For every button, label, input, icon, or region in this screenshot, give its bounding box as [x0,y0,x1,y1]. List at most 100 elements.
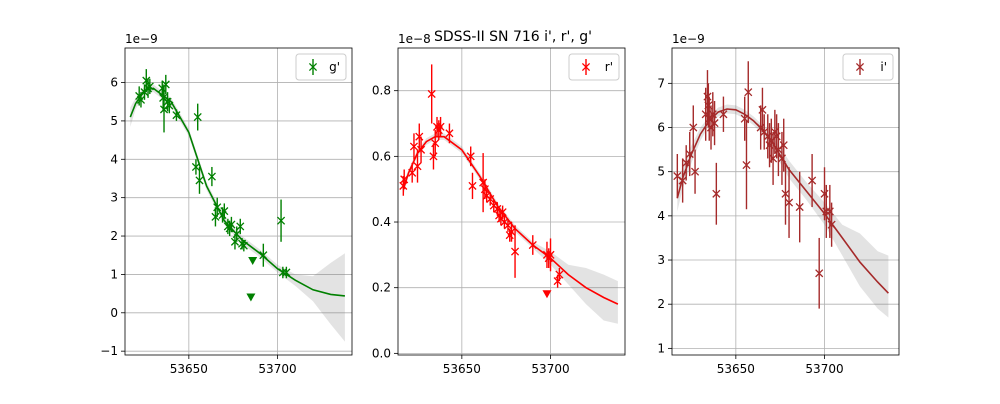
data-point-r [507,227,516,236]
data-point-g [278,268,287,277]
legend-marker [855,62,865,72]
y-tick-label: 0.0 [372,346,391,360]
data-point-g [213,203,222,212]
fit-line-r [402,135,619,305]
data-point-r [436,122,445,131]
y-tick-label: 4 [657,209,665,223]
y-tick-label: 5 [657,165,665,179]
upper-limit-g [248,256,258,265]
data-point-g [161,80,170,89]
subplots: −1 0 1 2 3 4 5 6 53650 53700 1e−9 g' 0.0 0.2 0.4 0.6 0.8… [100,32,900,376]
data-point-i [678,176,687,185]
data-point-i [682,158,691,167]
data-point-g [136,95,146,104]
data-point-r [431,139,440,148]
y-tick-label: 0.2 [372,281,391,295]
panel-r: 0.0 0.2 0.4 0.6 0.8 53650 53700 1e−8 r' [372,32,626,376]
axes-frame-r [397,47,626,356]
y-tick-label: 3 [110,191,118,205]
data-point-g [207,172,216,181]
data-point-i [769,154,778,163]
upper-limit-g [246,293,256,302]
data-point-g [220,207,229,216]
data-point-i [689,123,698,132]
y-tick-label: 1 [110,267,118,281]
fit-line-i [676,108,889,294]
data-point-i [815,269,824,278]
x-tick-label: 53650 [443,362,481,376]
offset-text-r: 1e−8 [398,32,431,46]
data-point-g [165,101,174,110]
data-point-r [399,181,408,190]
data-point-i [742,160,751,170]
data-point-i [719,110,728,119]
legend-marker [308,62,318,72]
legend-label: r' [605,60,613,74]
data-point-g [159,105,169,114]
data-point-i [795,202,804,212]
y-tick-label: 7 [657,76,665,90]
data-point-g [195,176,204,185]
y-tick-label: 0.4 [372,215,391,229]
grid-r [398,48,625,355]
data-point-r [498,208,507,217]
offset-text-i: 1e−9 [672,32,705,46]
y-tick-label: 4 [110,152,118,166]
y-tick-label: 6 [110,76,118,90]
x-tick-label: 53650 [717,362,755,376]
y-tick-label: 6 [657,121,665,135]
data-point-g [227,220,236,229]
data-point-i [827,220,836,229]
legend-box [295,53,347,81]
data-point-i [685,149,694,159]
data-point-g [239,241,248,250]
data-point-r [408,168,417,177]
y-tick-label: 2 [657,297,665,311]
offset-text-g: 1e−9 [125,32,158,46]
x-tick-label: 53700 [258,362,296,376]
legend-i: i' [842,53,894,81]
axes-frame-i [671,47,900,356]
data-point-r [409,142,419,151]
x-tick-label: 53700 [531,362,569,376]
axes-frame-g [124,47,353,356]
figure-title: SDSS-II SN 716 i', r', g' [434,29,592,45]
points-g [135,69,291,302]
grid-i [672,48,899,355]
y-tick-label: 5 [110,114,118,128]
points-r [399,64,564,299]
data-point-g [236,222,245,231]
y-tick-label: 2 [110,229,118,243]
data-point-i [781,189,790,198]
data-point-g [193,113,202,122]
data-point-r [468,181,477,190]
data-point-i [710,119,719,128]
data-point-r [445,129,454,138]
y-tick-label: 0 [110,306,118,320]
panel-g: −1 0 1 2 3 4 5 6 53650 53700 1e−9 g' [100,32,353,376]
data-point-r [503,221,513,230]
legend-label: g' [329,60,340,74]
data-point-r [413,162,422,171]
data-point-r [546,250,555,259]
legend-g: g' [295,53,347,81]
data-point-r [486,194,495,204]
upper-limit-r [542,290,552,299]
y-tick-label: 1 [657,341,665,355]
points-i [673,61,836,309]
data-point-g [259,251,268,260]
data-point-i [744,88,753,97]
data-point-r [510,247,520,256]
y-tick-label: −1 [100,344,118,358]
data-point-i [808,176,817,185]
data-point-g [172,111,181,120]
data-point-r [528,240,537,250]
legend-box [842,53,894,81]
data-point-r [416,145,426,154]
y-tick-label: 0.6 [372,149,391,163]
data-point-i [758,105,767,114]
x-tick-label: 53700 [805,362,843,376]
legend-box [568,53,620,81]
